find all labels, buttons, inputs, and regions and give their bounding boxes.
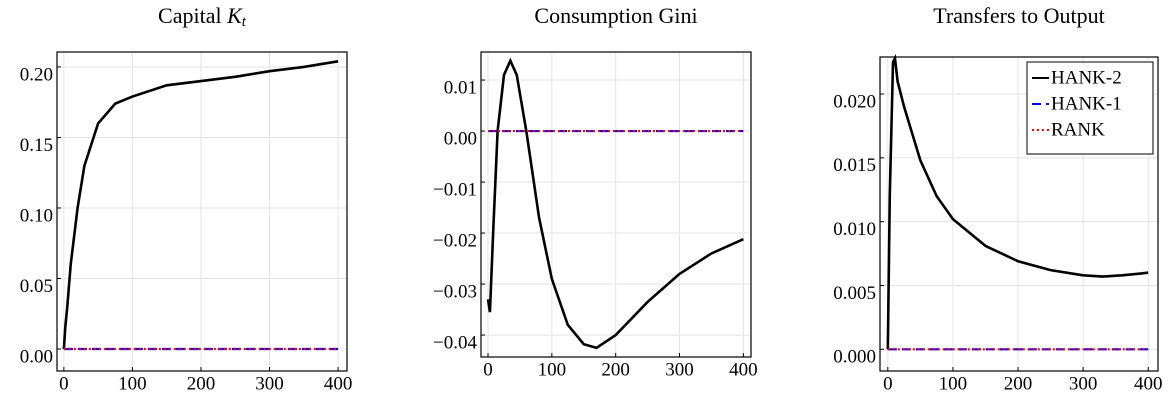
- y-tick-label: −0.03: [433, 281, 477, 302]
- title-symbol: K: [226, 3, 243, 28]
- y-tick-label: 0.000: [833, 347, 876, 368]
- plot-frame: [480, 51, 752, 358]
- series-line: [62, 60, 339, 350]
- title-text: Transfers to Output: [933, 3, 1105, 28]
- y-tick-label: −0.01: [433, 179, 477, 200]
- panel-title: Capital Kt: [158, 3, 247, 30]
- y-tick-label: 0.015: [833, 155, 876, 176]
- x-tick-label: 200: [1004, 373, 1033, 394]
- x-tick-label: 400: [1134, 373, 1163, 394]
- y-tick-label: 0.00: [20, 346, 53, 367]
- x-tick-label: 400: [729, 359, 758, 380]
- y-tick-label: 0.01: [444, 77, 477, 98]
- title-text: Capital: [158, 3, 222, 28]
- legend-label: HANK-2: [1051, 67, 1122, 88]
- x-tick-label: 100: [538, 359, 567, 380]
- panel: Capital Kt 0 100 200 300 400 0.00 0.05 0.10 0.15 0…: [20, 3, 353, 394]
- panel-title: Consumption Gini: [534, 3, 697, 28]
- x-tick-label: 100: [939, 373, 968, 394]
- title-subscript: t: [242, 14, 247, 30]
- y-tick-label: 0.020: [833, 91, 876, 112]
- y-tick-label: 0.00: [444, 128, 477, 149]
- x-tick-label: 400: [324, 373, 353, 394]
- y-tick-label: −0.04: [433, 332, 477, 353]
- y-tick-label: 0.010: [833, 219, 876, 240]
- x-tick-label: 300: [255, 373, 284, 394]
- y-tick-label: 0.10: [20, 205, 53, 226]
- x-tick-label: 200: [187, 373, 216, 394]
- plot-frame: [879, 56, 1159, 372]
- x-tick-label: 0: [483, 359, 493, 380]
- legend-label: RANK: [1051, 119, 1105, 140]
- x-tick-label: 300: [665, 359, 694, 380]
- series-line: [886, 53, 1149, 350]
- x-tick-label: 100: [118, 373, 147, 394]
- legend-label: HANK-1: [1051, 93, 1122, 114]
- panel-title: Transfers to Output: [933, 3, 1105, 28]
- y-tick-label: 0.005: [833, 283, 876, 304]
- y-tick-label: 0.15: [20, 135, 53, 156]
- title-text: Consumption Gini: [534, 3, 697, 28]
- x-tick-label: 0: [883, 373, 893, 394]
- panel: Transfers to Output 0 100 200 300 400 0.000 0.0…: [833, 3, 1162, 394]
- y-tick-label: 0.05: [20, 276, 53, 297]
- y-tick-label: 0.20: [20, 64, 53, 85]
- y-tick-label: −0.02: [433, 230, 477, 251]
- series-line: [486, 57, 744, 350]
- x-tick-label: 200: [601, 359, 630, 380]
- x-tick-label: 0: [59, 373, 69, 394]
- panel: Consumption Gini 0 100 200 300 400 −0.04 −0.03 −…: [433, 3, 758, 380]
- plot-frame: [56, 51, 348, 372]
- x-tick-label: 300: [1069, 373, 1098, 394]
